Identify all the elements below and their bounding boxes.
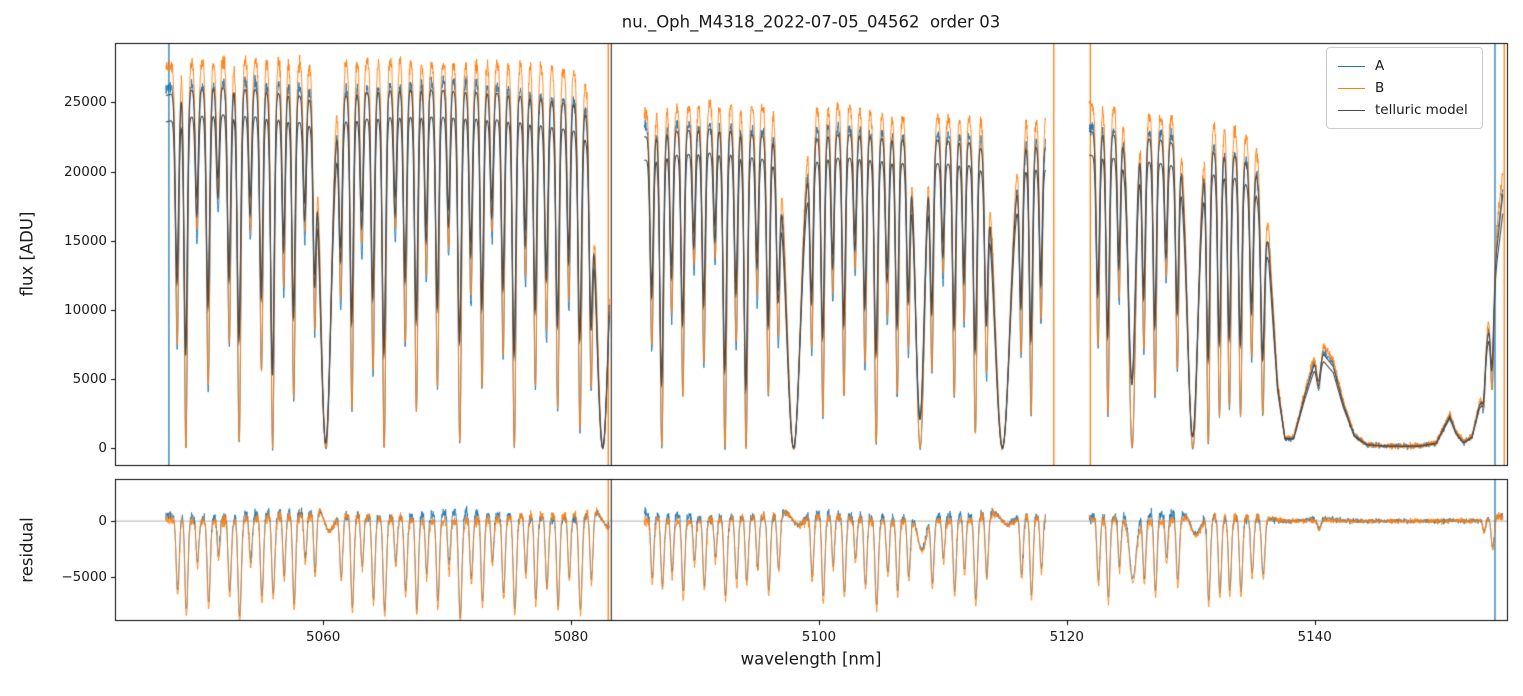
x-tick-label: 5140 [1297, 629, 1332, 645]
x-tick-label: 5100 [801, 629, 837, 645]
legend-line-icon [1338, 87, 1365, 89]
flux-axis-label: flux [ADU] [17, 211, 37, 297]
x-tick-label: 5060 [306, 629, 341, 645]
y-tick-label: 15000 [64, 232, 107, 249]
legend-label: telluric model [1375, 102, 1468, 118]
x-tick-label: 5120 [1049, 629, 1084, 645]
legend-item-b: B [1338, 77, 1468, 99]
y-tick-label: 5000 [72, 370, 107, 387]
wavelength-axis-label: wavelength [nm] [740, 649, 882, 669]
legend-item-telluric-model: telluric model [1338, 99, 1468, 121]
y-tick-label: 10000 [64, 301, 107, 318]
y-tick-label: 0 [98, 513, 107, 530]
legend-line-icon [1338, 65, 1365, 67]
legend-line-icon [1338, 109, 1365, 111]
plot-title: nu._Oph_M4318_2022-07-05_04562 order 03 [621, 12, 1001, 32]
legend-item-a: A [1338, 55, 1468, 77]
y-tick-label: 25000 [64, 94, 107, 111]
legend-label: A [1375, 58, 1385, 74]
y-tick-label: 0 [98, 440, 107, 457]
y-tick-label: −5000 [61, 569, 107, 586]
x-tick-label: 5080 [553, 629, 589, 645]
residual-axis-label: residual [17, 517, 37, 583]
legend-label: B [1375, 80, 1385, 96]
y-tick-label: 20000 [64, 163, 107, 180]
